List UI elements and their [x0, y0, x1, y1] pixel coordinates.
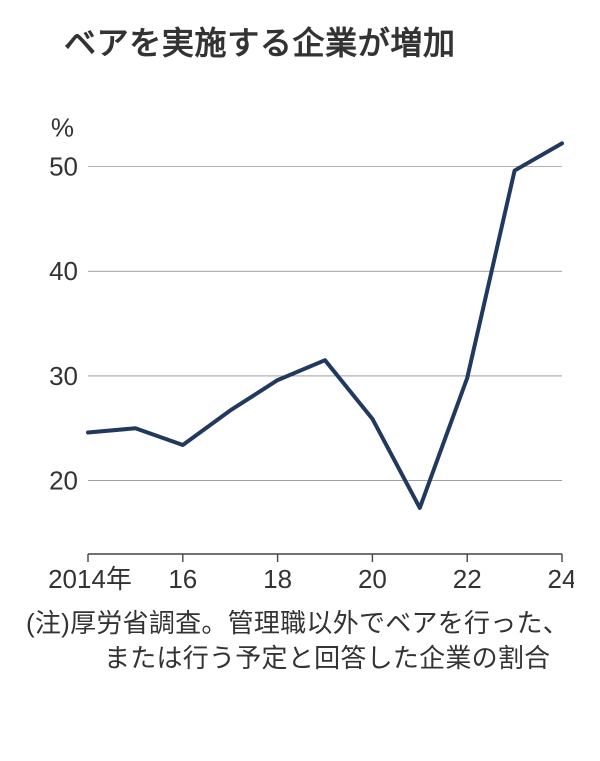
- svg-text:2014年: 2014年: [48, 564, 132, 594]
- chart-plot-area: 20 30 40 50% 2014年 16 18 20 22 24: [26, 74, 574, 598]
- svg-text:18: 18: [263, 564, 292, 594]
- svg-text:24: 24: [548, 564, 574, 594]
- line-chart-svg: 20 30 40 50% 2014年 16 18 20 22 24: [26, 74, 574, 598]
- chart-footnote: (注)厚労省調査。管理職以外でベアを行った、または行う予定と回答した企業の割合: [26, 606, 574, 676]
- svg-text:20: 20: [358, 564, 387, 594]
- chart-title: ベアを実施する企業が増加: [26, 18, 574, 64]
- svg-text:%: %: [51, 112, 74, 142]
- svg-text:30: 30: [49, 361, 78, 391]
- svg-text:22: 22: [453, 564, 482, 594]
- svg-text:50: 50: [49, 151, 78, 181]
- svg-text:16: 16: [168, 564, 197, 594]
- chart-container: ベアを実施する企業が増加 20 30 40 50% 2014年 16 18 20 22 24 (注…: [0, 0, 600, 694]
- svg-text:40: 40: [49, 256, 78, 286]
- svg-text:20: 20: [49, 466, 78, 496]
